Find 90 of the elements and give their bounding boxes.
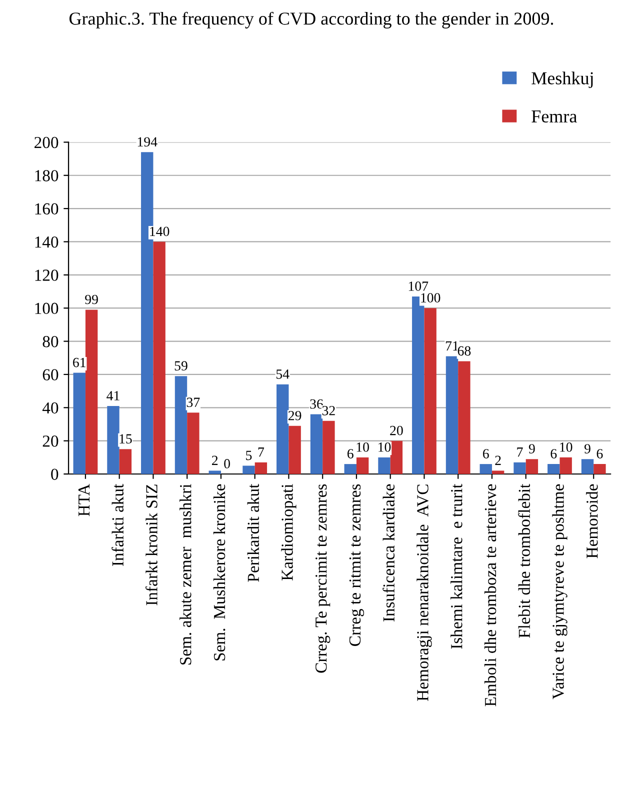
bar [288, 426, 301, 474]
x-tick-label: Infarkt kronik SIZ [145, 484, 158, 606]
y-tick-label: 80 [42, 336, 58, 348]
data-label: 2 [212, 456, 218, 465]
data-label: 61 [73, 358, 86, 368]
bar [322, 420, 335, 474]
x-tick-label: Kardiomiopati [281, 484, 296, 580]
data-label: 140 [150, 226, 170, 236]
bar [153, 242, 166, 474]
bar [581, 459, 594, 474]
data-label: 2 [495, 456, 501, 465]
y-tick-label: 140 [35, 236, 58, 248]
bar [492, 470, 504, 474]
x-tick-label: Perikardit akut [247, 484, 260, 582]
data-label: 6 [348, 449, 354, 458]
data-label: 71 [446, 341, 458, 350]
legend-label: Meshkuj [532, 72, 593, 88]
data-label: 37 [186, 398, 200, 408]
bar [208, 470, 221, 474]
x-tick-label: Emboli dhe tromboza te arterieve [484, 484, 496, 706]
bar [378, 457, 390, 474]
x-tick-label: Flebit dhe tromboflebit [518, 484, 530, 638]
y-tick-label: 20 [42, 436, 58, 447]
data-label: 9 [584, 444, 590, 454]
x-tick-label: HTA [78, 484, 90, 516]
y-tick-label: 120 [35, 270, 58, 281]
bar [356, 457, 369, 474]
x-tick-label: Infarkti akut [112, 484, 124, 566]
bar [310, 414, 323, 474]
bar [254, 462, 268, 474]
bar [242, 466, 255, 474]
x-tick-label: Crreg. Te percimit te zemres [316, 484, 330, 673]
x-tick-label: Crreg te ritmit te zemres [349, 484, 364, 646]
y-tick-label: 100 [35, 302, 58, 314]
chart-title: Graphic.3. The frequency of CVD according to the gender in 2009. [69, 12, 554, 28]
y-tick-label: 40 [42, 402, 58, 414]
data-label: 10 [378, 442, 391, 452]
bar [424, 308, 436, 474]
data-label: 20 [390, 426, 403, 436]
data-label: 7 [517, 448, 523, 457]
y-tick-label: 180 [35, 170, 58, 182]
data-label: 107 [408, 282, 428, 291]
y-tick-label: 160 [35, 203, 58, 215]
bar [344, 464, 356, 474]
bar [480, 464, 492, 474]
data-label: 5 [246, 450, 252, 460]
data-label: 29 [288, 410, 302, 420]
bar [119, 449, 132, 474]
bar [107, 406, 120, 474]
data-label: 32 [322, 406, 335, 416]
data-label: 7 [258, 448, 264, 457]
x-tick-label: Sem. Mushkerore kronike [213, 484, 226, 660]
data-label: 6 [483, 449, 489, 458]
data-label: 6 [550, 449, 557, 458]
data-label: 0 [224, 459, 230, 468]
data-label: 10 [356, 442, 369, 452]
data-label: 68 [458, 346, 471, 356]
bar [276, 384, 289, 474]
legend-label: Femra [532, 110, 577, 123]
data-label: 9 [528, 444, 535, 454]
data-label: 41 [106, 391, 120, 400]
y-tick-label: 60 [42, 369, 58, 380]
x-tick-label: Hemoroide [586, 484, 598, 558]
bar [446, 356, 458, 474]
data-label: 194 [138, 137, 158, 147]
x-tick-label: Insuficenca kardiake [382, 484, 395, 622]
bar [560, 457, 572, 474]
data-label: 10 [560, 442, 572, 452]
x-tick-label: Sem. akute zemer mushkri [180, 484, 192, 665]
y-tick-label: 0 [51, 468, 58, 480]
bar [73, 372, 86, 474]
bar [514, 462, 526, 474]
data-label: 59 [174, 361, 188, 371]
bar [526, 459, 538, 474]
data-label: 54 [276, 370, 290, 379]
bar [458, 361, 470, 474]
x-tick-label: Hemoragji nenaraknoidale AVC [416, 484, 432, 701]
bar [174, 376, 188, 474]
bar [594, 464, 606, 474]
data-label: 100 [421, 293, 440, 302]
bar [390, 440, 403, 474]
data-label: 6 [596, 449, 603, 458]
data-label: 15 [120, 434, 132, 444]
x-tick-label: Ishemi kalimtare e trurit [450, 484, 462, 649]
bar [187, 412, 200, 474]
bar [548, 464, 560, 474]
bar [85, 310, 98, 474]
x-tick-label: Varice te gjymtyreve te poshtme [552, 484, 568, 700]
data-label: 99 [85, 294, 98, 304]
y-tick-label: 200 [34, 136, 58, 148]
